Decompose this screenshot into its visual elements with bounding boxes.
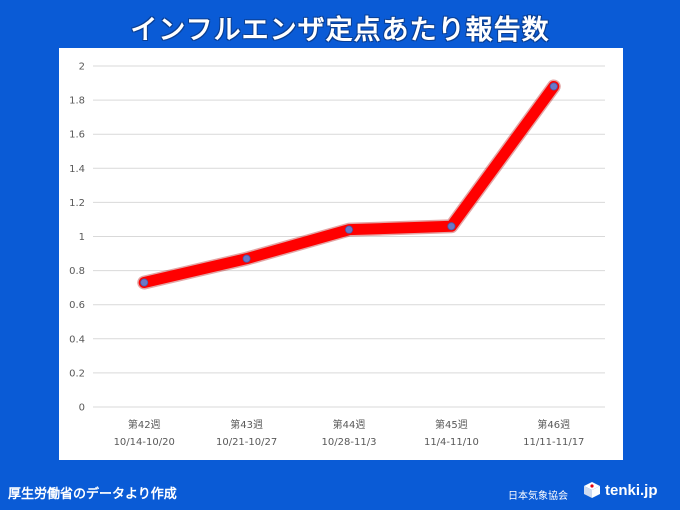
tenki-logo[interactable]: tenki.jp [583, 481, 658, 499]
data-point [242, 254, 251, 263]
x-tick-week-label: 第45週 [435, 418, 468, 431]
y-axis-ticks: 0 0.2 0.4 0.6 0.8 1 1.2 1.4 1.6 1.8 2 [69, 62, 85, 414]
x-tick-range-label: 10/14-10/20 [114, 437, 175, 448]
y-tick-label: 0.2 [69, 368, 85, 379]
x-tick-week-label: 第44週 [333, 418, 366, 431]
series-line-shadow [137, 79, 561, 290]
x-tick-range-label: 10/21-10/27 [216, 437, 277, 448]
y-tick-label: 1.4 [69, 164, 85, 175]
y-tick-label: 0.6 [69, 300, 85, 311]
y-tick-label: 0 [79, 403, 85, 414]
x-axis-ticks: 第42週 10/14-10/20 第43週 10/21-10/27 第44週 10/28-… [114, 418, 585, 448]
x-tick-week-label: 第46週 [537, 418, 570, 431]
chart-panel: 0 0.2 0.4 0.6 0.8 1 1.2 1.4 1.6 1.8 2 第42週 10/14-10… [59, 48, 623, 460]
x-tick-week-label: 第43週 [230, 418, 263, 431]
series-line [138, 80, 560, 289]
marker-layer [140, 82, 558, 287]
y-tick-label: 1.8 [69, 96, 85, 107]
data-point [140, 278, 149, 287]
y-tick-label: 1.2 [69, 198, 85, 209]
chart-title: インフルエンザ定点あたり報告数 [130, 15, 550, 46]
data-source-note: 厚生労働省のデータより作成 [8, 487, 177, 502]
y-tick-label: 1 [79, 232, 85, 243]
data-point [549, 82, 558, 91]
organization-name: 日本気象協会 [508, 491, 568, 502]
y-tick-label: 2 [79, 62, 85, 73]
x-tick-range-label: 10/28-11/3 [322, 437, 377, 448]
tenki-cube-icon [584, 482, 600, 498]
data-point [447, 222, 456, 231]
tenki-logo-text: tenki.jp [605, 481, 658, 499]
y-tick-label: 0.8 [69, 266, 85, 277]
y-tick-label: 1.6 [69, 130, 85, 141]
series-layer [137, 79, 561, 290]
x-tick-range-label: 11/11-11/17 [523, 437, 584, 448]
data-point [344, 225, 353, 234]
y-tick-label: 0.4 [69, 334, 85, 345]
line-chart: 0 0.2 0.4 0.6 0.8 1 1.2 1.4 1.6 1.8 2 第42週 10/14-10… [69, 62, 605, 448]
x-tick-range-label: 11/4-11/10 [424, 437, 479, 448]
x-tick-week-label: 第42週 [128, 418, 161, 431]
gridlines [93, 65, 605, 408]
